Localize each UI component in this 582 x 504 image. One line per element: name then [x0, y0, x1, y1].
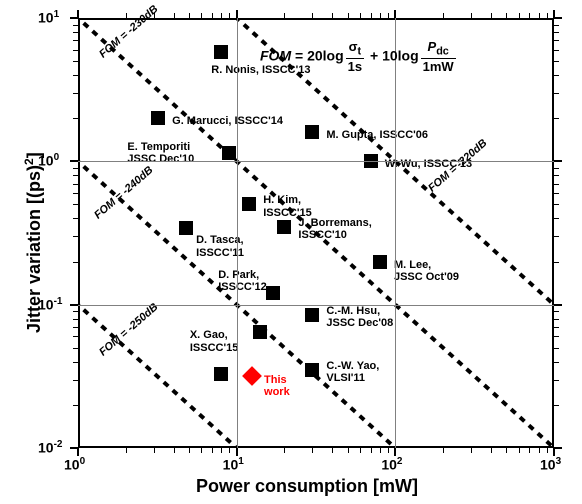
fom-formula: FOM = 20logσt1s + 10logPdc1mW	[260, 40, 458, 73]
y-axis-label: Jitter variation [(ps)2]	[22, 152, 45, 333]
marker-square	[305, 308, 319, 322]
marker-square	[373, 255, 387, 269]
point-label: X. Gao, ISSCC'15	[190, 329, 238, 353]
marker-square	[214, 45, 228, 59]
x-axis-label: Power consumption [mW]	[196, 476, 418, 497]
marker-square	[277, 220, 291, 234]
marker-square	[214, 367, 228, 381]
marker-square	[222, 146, 236, 160]
marker-square	[253, 325, 267, 339]
point-label: D. Park, ISSCC'12	[218, 269, 266, 293]
marker-square	[179, 221, 193, 235]
point-label: J. Borremans, ISSCC'10	[298, 217, 371, 241]
marker-square	[305, 125, 319, 139]
marker-square	[266, 286, 280, 300]
point-label: G. Marucci, ISSCC'14	[172, 115, 283, 127]
point-label: C.-M. Hsu, JSSC Dec'08	[326, 305, 393, 329]
point-label: M. Lee, JSSC Oct'09	[394, 259, 459, 283]
point-label: M. Gupta, ISSCC'06	[326, 129, 428, 141]
marker-square	[242, 197, 256, 211]
scatter-chart: FOM = -220dBFOM = -230dBFOM = -240dBFOM …	[0, 0, 582, 504]
marker-square	[151, 111, 165, 125]
point-label: W. Wu, ISSCC'13	[385, 158, 472, 170]
point-label: H. Kim, ISSCC'15	[263, 194, 311, 218]
marker-square	[305, 363, 319, 377]
point-label: C.-W. Yao, VLSI'11	[326, 360, 379, 384]
point-label: This work	[264, 374, 290, 398]
